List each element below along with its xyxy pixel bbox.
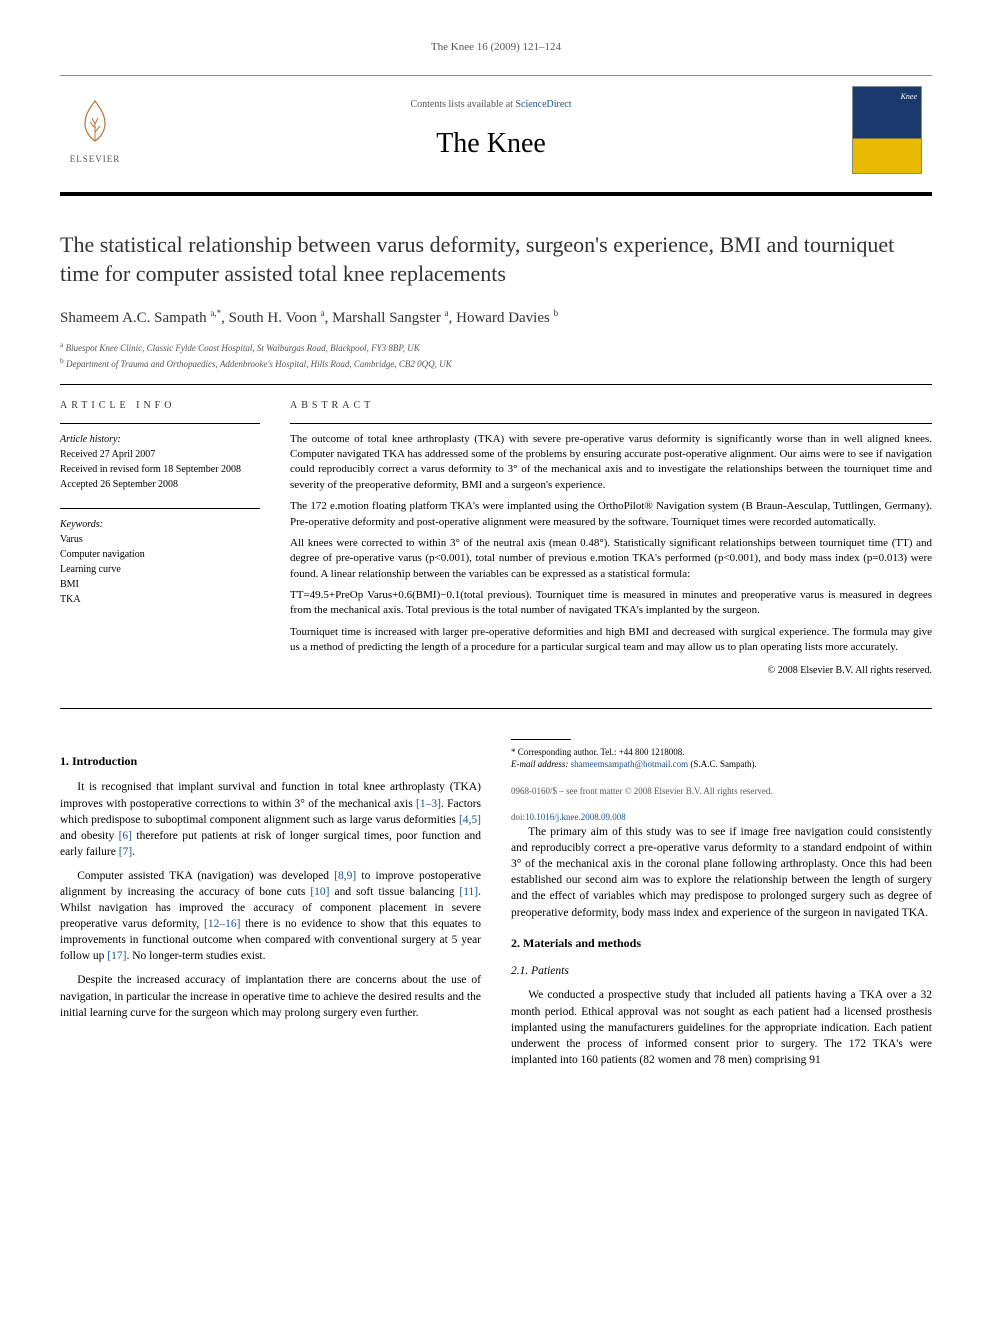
abstract-paragraph: The 172 e.motion floating platform TKA's…: [290, 499, 932, 530]
email-link[interactable]: shameemsampath@hotmail.com: [571, 759, 689, 769]
citation-link[interactable]: [7]: [119, 846, 132, 858]
abstract-paragraph: Tourniquet time is increased with larger…: [290, 625, 932, 656]
divider: [60, 708, 932, 709]
footnotes: * Corresponding author. Tel.: +44 800 12…: [511, 739, 932, 824]
corresponding-author: * Corresponding author. Tel.: +44 800 12…: [511, 746, 932, 759]
author: Howard Davies b: [456, 310, 558, 326]
citation-link[interactable]: [6]: [119, 830, 132, 842]
contents-available-line: Contents lists available at ScienceDirec…: [130, 98, 852, 112]
abstract-column: abstract The outcome of total knee arthr…: [290, 399, 932, 678]
journal-title: The Knee: [130, 124, 852, 163]
author: Marshall Sangster a: [332, 310, 448, 326]
doi-line: doi:10.1016/j.knee.2008.09.008: [511, 811, 932, 824]
citation-link[interactable]: [1–3]: [416, 798, 441, 810]
citation-link[interactable]: [10]: [310, 886, 329, 898]
history-item: Received in revised form 18 September 20…: [60, 462, 260, 477]
journal-running-header: The Knee 16 (2009) 121–124: [60, 40, 932, 55]
elsevier-tree-icon: [70, 96, 120, 146]
article-history: Article history: Received 27 April 2007 …: [60, 432, 260, 492]
cover-label: Knee: [901, 91, 917, 102]
journal-banner: ELSEVIER Contents lists available at Sci…: [60, 75, 932, 196]
abstract-heading: abstract: [290, 399, 932, 413]
keyword: Varus: [60, 532, 260, 547]
body-paragraph: We conducted a prospective study that in…: [511, 987, 932, 1067]
affiliation: b Department of Trauma and Orthopaedics,…: [60, 355, 932, 372]
keywords-label: Keywords:: [60, 517, 260, 532]
divider: [290, 423, 932, 424]
body-paragraph: Computer assisted TKA (navigation) was d…: [60, 868, 481, 965]
cover-thumbnail-wrap: Knee: [852, 86, 932, 174]
citation-link[interactable]: [17]: [107, 950, 126, 962]
citation-link[interactable]: [12–16]: [204, 918, 240, 930]
divider: [60, 384, 932, 385]
sciencedirect-link[interactable]: ScienceDirect: [515, 99, 571, 110]
article-body: 1. Introduction It is recognised that im…: [60, 739, 932, 1068]
citation-link[interactable]: [11]: [459, 886, 478, 898]
article-info-heading: article info: [60, 399, 260, 413]
history-item: Accepted 26 September 2008: [60, 477, 260, 492]
abstract-paragraph: The outcome of total knee arthroplasty (…: [290, 432, 932, 494]
elsevier-label: ELSEVIER: [60, 153, 130, 166]
body-paragraph: The primary aim of this study was to see…: [511, 824, 932, 921]
author: South H. Voon a: [229, 310, 325, 326]
journal-cover-thumbnail: Knee: [852, 86, 922, 174]
body-paragraph: It is recognised that implant survival a…: [60, 779, 481, 859]
info-abstract-row: article info Article history: Received 2…: [60, 399, 932, 678]
keyword: TKA: [60, 592, 260, 607]
doi-link[interactable]: 10.1016/j.knee.2008.09.008: [525, 812, 626, 822]
keywords-block: Keywords: Varus Computer navigation Lear…: [60, 517, 260, 607]
section-heading: 2. Materials and methods: [511, 935, 932, 952]
history-item: Received 27 April 2007: [60, 447, 260, 462]
divider: [60, 508, 260, 509]
section-heading: 1. Introduction: [60, 753, 481, 770]
abstract-copyright: © 2008 Elsevier B.V. All rights reserved…: [290, 664, 932, 678]
author-list: Shameem A.C. Sampath a,*, South H. Voon …: [60, 307, 932, 329]
contents-prefix: Contents lists available at: [410, 99, 515, 110]
keyword: BMI: [60, 577, 260, 592]
abstract-paragraph: TT=49.5+PreOp Varus+0.6(BMI)−0.1(total p…: [290, 588, 932, 619]
article-info-column: article info Article history: Received 2…: [60, 399, 260, 678]
citation-link[interactable]: [8,9]: [334, 870, 356, 882]
publisher-logo-block: ELSEVIER: [60, 96, 130, 166]
front-matter-line: 0968-0160/$ – see front matter © 2008 El…: [511, 785, 932, 798]
keyword: Learning curve: [60, 562, 260, 577]
affiliation: a Bluespot Knee Clinic, Classic Fylde Co…: [60, 339, 932, 356]
affiliations: a Bluespot Knee Clinic, Classic Fylde Co…: [60, 339, 932, 372]
email-label: E-mail address:: [511, 759, 568, 769]
banner-center: Contents lists available at ScienceDirec…: [130, 98, 852, 163]
keyword: Computer navigation: [60, 547, 260, 562]
citation-link[interactable]: [4,5]: [459, 814, 481, 826]
article-title: The statistical relationship between var…: [60, 231, 932, 288]
divider: [60, 423, 260, 424]
history-label: Article history:: [60, 432, 260, 447]
email-line: E-mail address: shameemsampath@hotmail.c…: [511, 758, 932, 771]
author: Shameem A.C. Sampath a,*: [60, 310, 221, 326]
body-paragraph: Despite the increased accuracy of implan…: [60, 972, 481, 1020]
footnote-separator: [511, 739, 571, 740]
abstract-paragraph: All knees were corrected to within 3° of…: [290, 536, 932, 582]
subsection-heading: 2.1. Patients: [511, 963, 932, 979]
